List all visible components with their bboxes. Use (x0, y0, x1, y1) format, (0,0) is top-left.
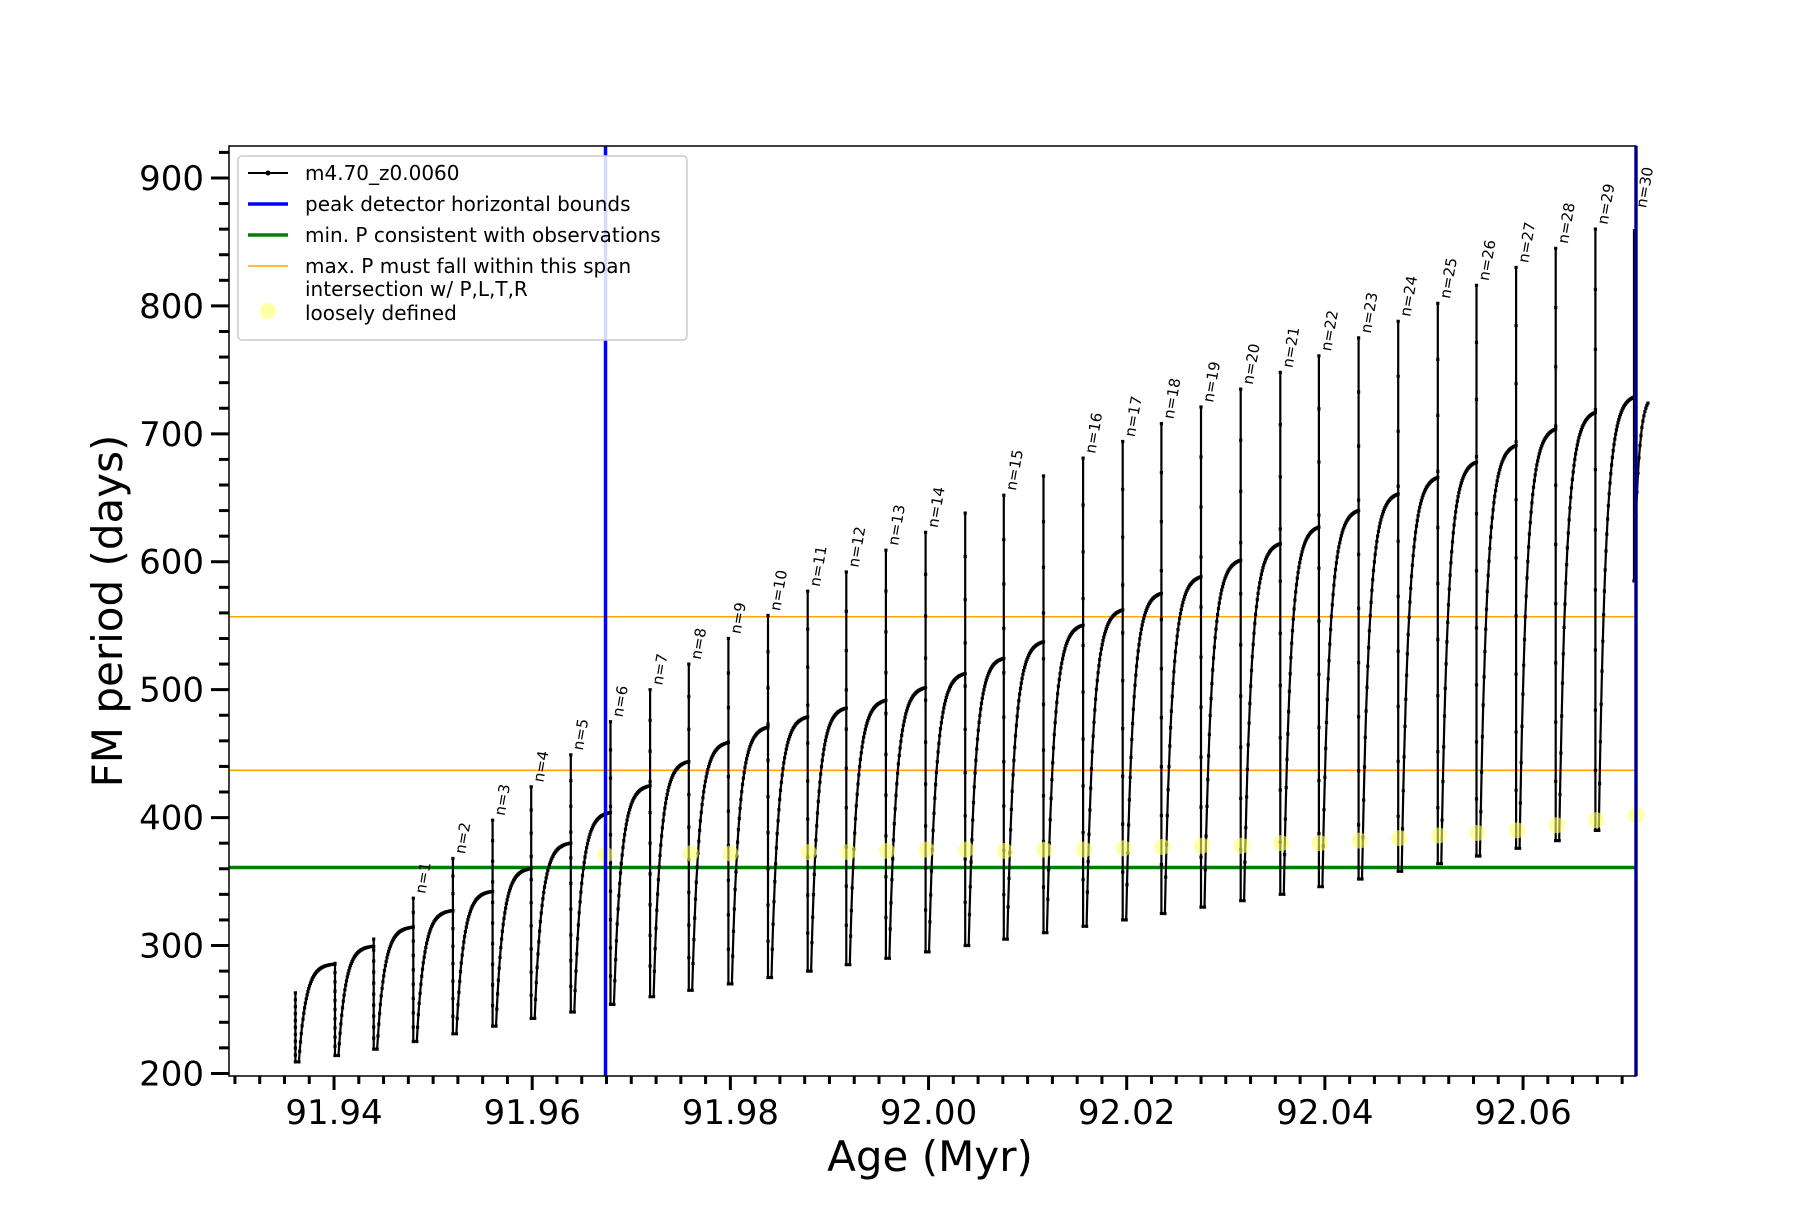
pulse-label-n-29: n=29 (1594, 182, 1619, 226)
intersection-point-16 (1273, 835, 1290, 852)
x-tick-label: 92.00 (880, 1093, 977, 1133)
track-line (294, 229, 1649, 1063)
legend-swatch-marker (265, 170, 271, 176)
pulse-label-n-15: n=15 (1002, 448, 1027, 492)
intersection-point-8 (958, 841, 975, 858)
pulse-label-n-9: n=9 (727, 601, 750, 635)
axes: 91.94 91.96 91.98 92.00 92.02 92.04 92.06 200 30… (139, 150, 1624, 1133)
intersection-point-13 (1154, 839, 1171, 856)
intersection-point-12 (1115, 840, 1132, 857)
y-tick-label: 500 (139, 671, 204, 711)
pulse-label-n-22: n=22 (1317, 309, 1342, 353)
intersection-point-22 (1509, 822, 1526, 839)
pulse-label-n-19: n=19 (1199, 360, 1224, 404)
legend-swatch-dot (260, 303, 276, 319)
y-tick-label: 300 (139, 927, 204, 967)
track-markers (293, 227, 1650, 1064)
pulse-label-n-17: n=17 (1121, 394, 1146, 438)
pulse-label-n-14: n=14 (924, 485, 949, 529)
x-tick-label: 91.96 (484, 1093, 581, 1133)
pulse-label-n-13: n=13 (884, 503, 909, 547)
intersection-point-14 (1194, 837, 1211, 854)
intersection-point-21 (1469, 824, 1486, 841)
pulse-label-n-18: n=18 (1160, 377, 1185, 421)
intersection-point-7 (918, 841, 935, 858)
legend-label: min. P consistent with observations (305, 223, 661, 247)
y-tick-label: 700 (139, 415, 204, 455)
intersection-point-3 (722, 845, 739, 862)
pulse-label-n-2: n=2 (451, 821, 474, 855)
legend-box (237, 155, 688, 341)
y-tick-label: 400 (139, 799, 204, 839)
y-tick-label: 600 (139, 543, 204, 583)
data-series (293, 227, 1650, 1064)
intersection-point-6 (878, 842, 895, 859)
y-axis-title: FM period (days) (83, 435, 132, 788)
pulse-label-n-24: n=24 (1396, 274, 1421, 318)
intersection-point-9 (996, 842, 1013, 859)
pulse-label-n-1: n=1 (411, 861, 434, 895)
pulse-label-n-28: n=28 (1554, 201, 1579, 245)
pulse-label-n-10: n=10 (766, 568, 791, 612)
intersection-point-17 (1311, 835, 1328, 852)
pulse-label-n-16: n=16 (1081, 411, 1106, 455)
pulse-label-n-8: n=8 (687, 627, 710, 661)
pulse-label-n-11: n=11 (806, 544, 831, 588)
pulse-label-n-27: n=27 (1514, 221, 1539, 265)
intersection-point-23 (1548, 817, 1565, 834)
pulse-label-n-4: n=4 (529, 749, 552, 783)
pulse-label-n-26: n=26 (1475, 238, 1500, 282)
pulse-label-n-7: n=7 (648, 652, 671, 686)
legend-label: peak detector horizontal bounds (305, 192, 631, 216)
x-tick-label: 91.94 (285, 1093, 382, 1133)
pulse-label-n-25: n=25 (1436, 256, 1461, 300)
intersection-point-11 (1076, 841, 1093, 858)
pulse-label-n-20: n=20 (1239, 342, 1264, 386)
pulse-label-n-12: n=12 (844, 525, 869, 569)
y-tick-label: 200 (139, 1054, 204, 1094)
pulse-label-n-21: n=21 (1279, 325, 1304, 369)
pulse-label-n-5: n=5 (569, 717, 592, 751)
plot-frame (228, 145, 1637, 1077)
y-tick-label: 800 (139, 287, 204, 327)
pulse-label-n-6: n=6 (609, 684, 632, 718)
pulse-label-n-23: n=23 (1357, 291, 1382, 335)
intersection-point-15 (1233, 837, 1250, 854)
x-axis-title: Age (Myr) (827, 1132, 1033, 1181)
intersection-point-2 (682, 845, 699, 862)
intersection-markers (597, 807, 1644, 863)
legend-label: m4.70_z0.0060 (305, 161, 460, 185)
intersection-point-19 (1391, 830, 1408, 847)
x-tick-label: 92.06 (1474, 1093, 1571, 1133)
legend-label: intersection w/ P,L,T,R loosely defined (305, 277, 528, 325)
intersection-point-24 (1588, 812, 1605, 829)
x-tick-label: 92.02 (1078, 1093, 1175, 1133)
intersection-point-20 (1430, 827, 1447, 844)
x-tick-label: 91.98 (682, 1093, 779, 1133)
intersection-point-10 (1036, 841, 1053, 858)
y-tick-label: 900 (139, 159, 204, 199)
intersection-point-4 (800, 844, 817, 861)
intersection-point-5 (840, 844, 857, 861)
legend-label: max. P must fall within this span (305, 254, 631, 278)
x-tick-label: 92.04 (1276, 1093, 1373, 1133)
intersection-point-18 (1351, 832, 1368, 849)
pulse-label-n-3: n=3 (491, 783, 514, 817)
